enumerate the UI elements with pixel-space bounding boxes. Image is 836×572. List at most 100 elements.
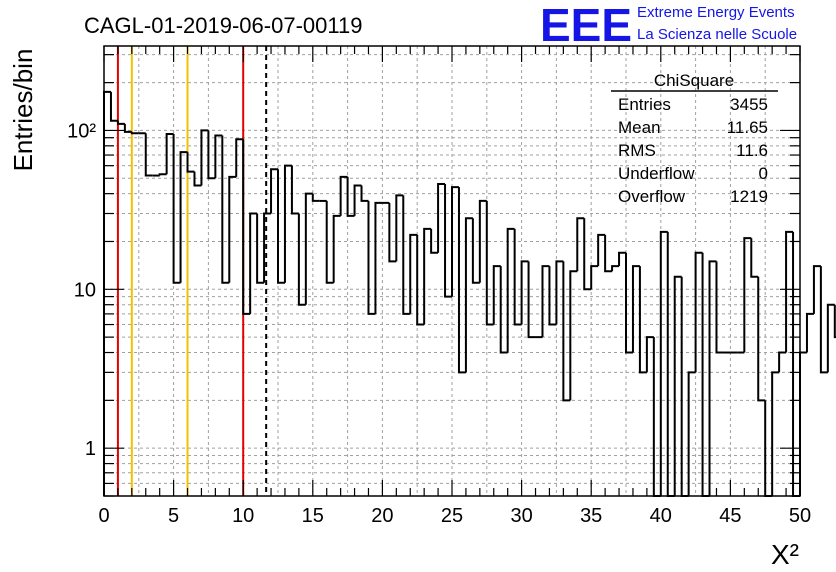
histogram-bin (263, 212, 272, 283)
histogram-bin (513, 228, 522, 326)
histogram-bin (520, 260, 529, 325)
stats-label-rms: RMS (618, 141, 656, 160)
x-tick-label: 5 (168, 505, 179, 527)
eee-logo: EEE Extreme Energy Events La Scienza nel… (540, 0, 797, 51)
histogram-bin (193, 171, 202, 187)
histogram-bin (576, 217, 585, 272)
stats-value-entries: 3455 (730, 95, 768, 114)
histogram-bin (444, 184, 452, 298)
x-tick-label: 30 (510, 505, 532, 527)
x-tick-label: 35 (580, 505, 602, 527)
histogram-bin (805, 312, 814, 353)
histogram-bin (485, 200, 494, 326)
stats-title: ChiSquare (654, 71, 734, 90)
histogram-bin (451, 186, 459, 297)
histogram-bin (792, 231, 800, 497)
chart-title: CAGL-01-2019-06-07-00119 (84, 13, 362, 38)
histogram-bin (395, 194, 404, 262)
histogram-bin (618, 251, 626, 267)
histogram-bin (207, 130, 216, 180)
histogram-bin (625, 252, 633, 354)
histogram-bin (708, 260, 717, 496)
histogram-bin (109, 91, 118, 122)
histogram-bin (471, 218, 480, 284)
histogram-bin (499, 266, 508, 354)
histogram-bin (687, 371, 696, 496)
histogram-bin (659, 230, 668, 496)
histogram-bin (388, 202, 397, 263)
histogram-bin (611, 265, 620, 272)
eee-logo-mark: EEE (540, 0, 632, 51)
histogram-bin (597, 233, 606, 267)
histogram-bin (228, 175, 237, 283)
histogram-bin (339, 175, 348, 216)
histogram-bin (374, 201, 383, 314)
histogram-bin (311, 193, 320, 202)
histogram-bin (750, 238, 759, 278)
histogram-bin (555, 260, 564, 325)
histogram-bin (604, 234, 613, 273)
x-tick-label: 40 (650, 505, 672, 527)
x-tick-label: 20 (371, 505, 393, 527)
histogram-bin (771, 371, 780, 496)
logo-line-1: Extreme Energy Events (637, 4, 795, 21)
histogram-bin (123, 123, 132, 133)
histogram-bin (409, 233, 418, 314)
histogram-bin (277, 169, 285, 284)
x-tick-label: 15 (302, 505, 324, 527)
histogram-bin (478, 199, 487, 283)
histogram-bin (200, 129, 209, 186)
histogram-bin (304, 192, 313, 305)
histogram-bin (221, 135, 230, 284)
histogram-bin (569, 270, 578, 401)
histogram-bin (186, 152, 195, 173)
histogram-bin (506, 227, 515, 353)
histogram-bin (562, 261, 571, 402)
histogram-bin (819, 266, 828, 374)
y-axis-label: Entries/bin (8, 49, 38, 172)
histogram-bin (270, 168, 278, 214)
histogram-bin (430, 228, 439, 254)
histogram-bin (416, 234, 425, 326)
histogram-bin (353, 184, 362, 216)
histogram-bin (694, 251, 703, 373)
histogram-bin (638, 266, 647, 374)
histogram-bin (256, 213, 265, 284)
histogram-bin (235, 138, 244, 177)
histogram-bin (743, 237, 752, 353)
reference-lines (116, 46, 268, 496)
histogram-bin (325, 200, 334, 284)
histogram-bin (778, 351, 787, 373)
histogram-bin (172, 133, 181, 284)
histogram-bin (652, 337, 661, 497)
histogram-bin (402, 195, 411, 315)
y-tick-label: 10 (74, 279, 96, 301)
histogram-bin (527, 261, 536, 339)
stats-label-mean: Mean (618, 118, 661, 137)
logo-line-2: La Scienza nelle Scuole (637, 26, 797, 43)
stats-label-overflow: Overflow (618, 187, 686, 206)
histogram-bin (590, 265, 599, 290)
histogram-bin (799, 351, 807, 496)
axis-ticks: 0 5 10 15 20 25 30 35 40 45 50 1 10 10² (67, 46, 811, 527)
x-axis-label: X² (771, 539, 799, 570)
histogram-bin (332, 214, 341, 283)
histogram-bin (715, 261, 724, 354)
histogram-bin (290, 165, 299, 215)
histogram-bin (179, 151, 188, 283)
histogram-bin (214, 134, 223, 179)
stats-value-mean: 11.65 (727, 118, 768, 137)
stats-value-rms: 11.6 (736, 141, 768, 160)
y-tick-label: 1 (85, 438, 96, 460)
histogram-bin (666, 231, 675, 497)
histogram-bin (144, 133, 153, 177)
histogram-bin (457, 187, 466, 374)
histogram-bin (423, 227, 432, 325)
histogram-bin (249, 212, 258, 314)
histogram-bin (631, 265, 640, 353)
histogram-bin (673, 275, 682, 496)
histogram-bin (360, 185, 369, 202)
histogram-bin (492, 265, 501, 325)
histogram-bin (464, 217, 473, 373)
